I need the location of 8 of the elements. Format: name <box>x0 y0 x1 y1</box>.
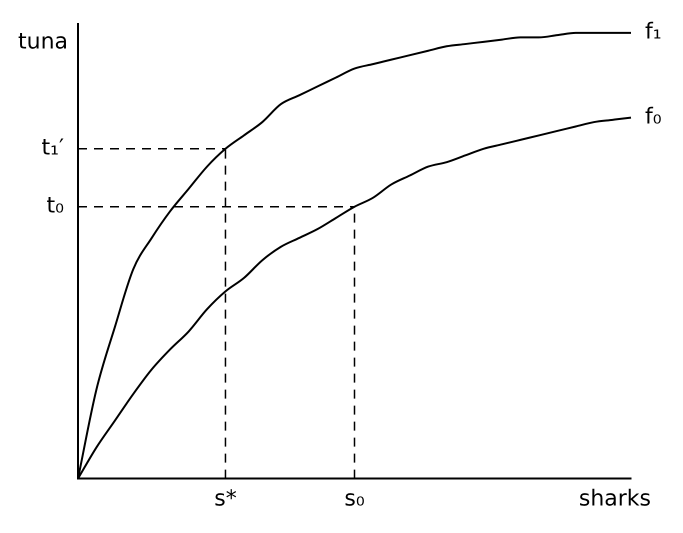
ref-line-label: t₀ <box>46 193 64 218</box>
series-label: f₀ <box>645 104 662 130</box>
x-axis-title: sharks <box>578 486 651 512</box>
x-tick-label: s₀ <box>344 486 365 512</box>
ref-line-label: t₁′ <box>42 136 64 161</box>
y-axis-title: tuna <box>18 30 68 55</box>
x-tick-label: s* <box>214 486 237 512</box>
series-label: f₁ <box>645 20 662 45</box>
